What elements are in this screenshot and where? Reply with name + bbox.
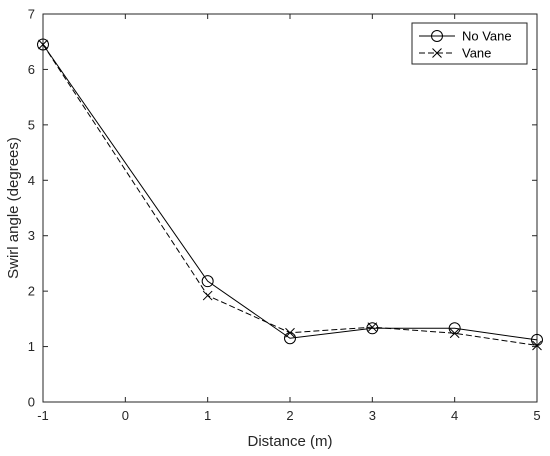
data-point (201, 275, 214, 288)
plot-area (42, 13, 538, 403)
data-point (532, 340, 542, 351)
series-line (42, 44, 538, 341)
y-tick-label: 7 (28, 7, 35, 22)
x-tick-label: 5 (533, 408, 540, 423)
series-line (42, 44, 538, 346)
x-tick-label: 0 (122, 408, 129, 423)
data-point (449, 328, 460, 339)
plot-frame (42, 13, 538, 403)
legend-marker (431, 30, 443, 42)
data-point (366, 322, 379, 335)
legend-box (411, 22, 528, 65)
x-tick-label: 4 (451, 408, 458, 423)
y-tick-label: 0 (28, 395, 35, 410)
y-tick-label: 1 (28, 339, 35, 354)
y-axis-label: Swirl angle (degrees) (5, 137, 22, 279)
data-point (37, 38, 49, 51)
x-tick-label: 2 (286, 408, 293, 423)
y-tick-label: 3 (28, 228, 35, 243)
x-tick-label: -1 (37, 408, 49, 423)
y-tick-label: 2 (28, 284, 35, 299)
y-tick-label: 4 (28, 173, 35, 188)
x-tick-label: 1 (204, 408, 211, 423)
data-point (202, 290, 213, 301)
x-axis-label: Distance (m) (247, 433, 332, 450)
series-vane (38, 39, 542, 351)
legend-label: No Vane (462, 29, 512, 44)
y-tick-label: 5 (28, 117, 35, 132)
legend: No Vane Vane (411, 22, 528, 65)
legend-marker (432, 48, 442, 58)
x-tick-label: 3 (369, 408, 376, 423)
y-tick-label: 6 (28, 62, 35, 77)
data-point (367, 322, 378, 333)
data-point (285, 327, 295, 338)
data-point (38, 39, 48, 50)
legend-label: Vane (462, 46, 491, 61)
series-group (37, 38, 543, 351)
